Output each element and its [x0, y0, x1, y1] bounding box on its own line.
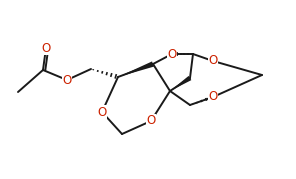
Text: O: O	[97, 105, 107, 118]
Text: O: O	[167, 47, 177, 61]
Text: O: O	[208, 54, 218, 67]
Text: O: O	[62, 74, 72, 86]
Polygon shape	[118, 61, 154, 77]
Polygon shape	[170, 76, 191, 91]
Text: O: O	[208, 91, 218, 103]
Text: O: O	[41, 42, 51, 54]
Text: O: O	[147, 115, 156, 127]
